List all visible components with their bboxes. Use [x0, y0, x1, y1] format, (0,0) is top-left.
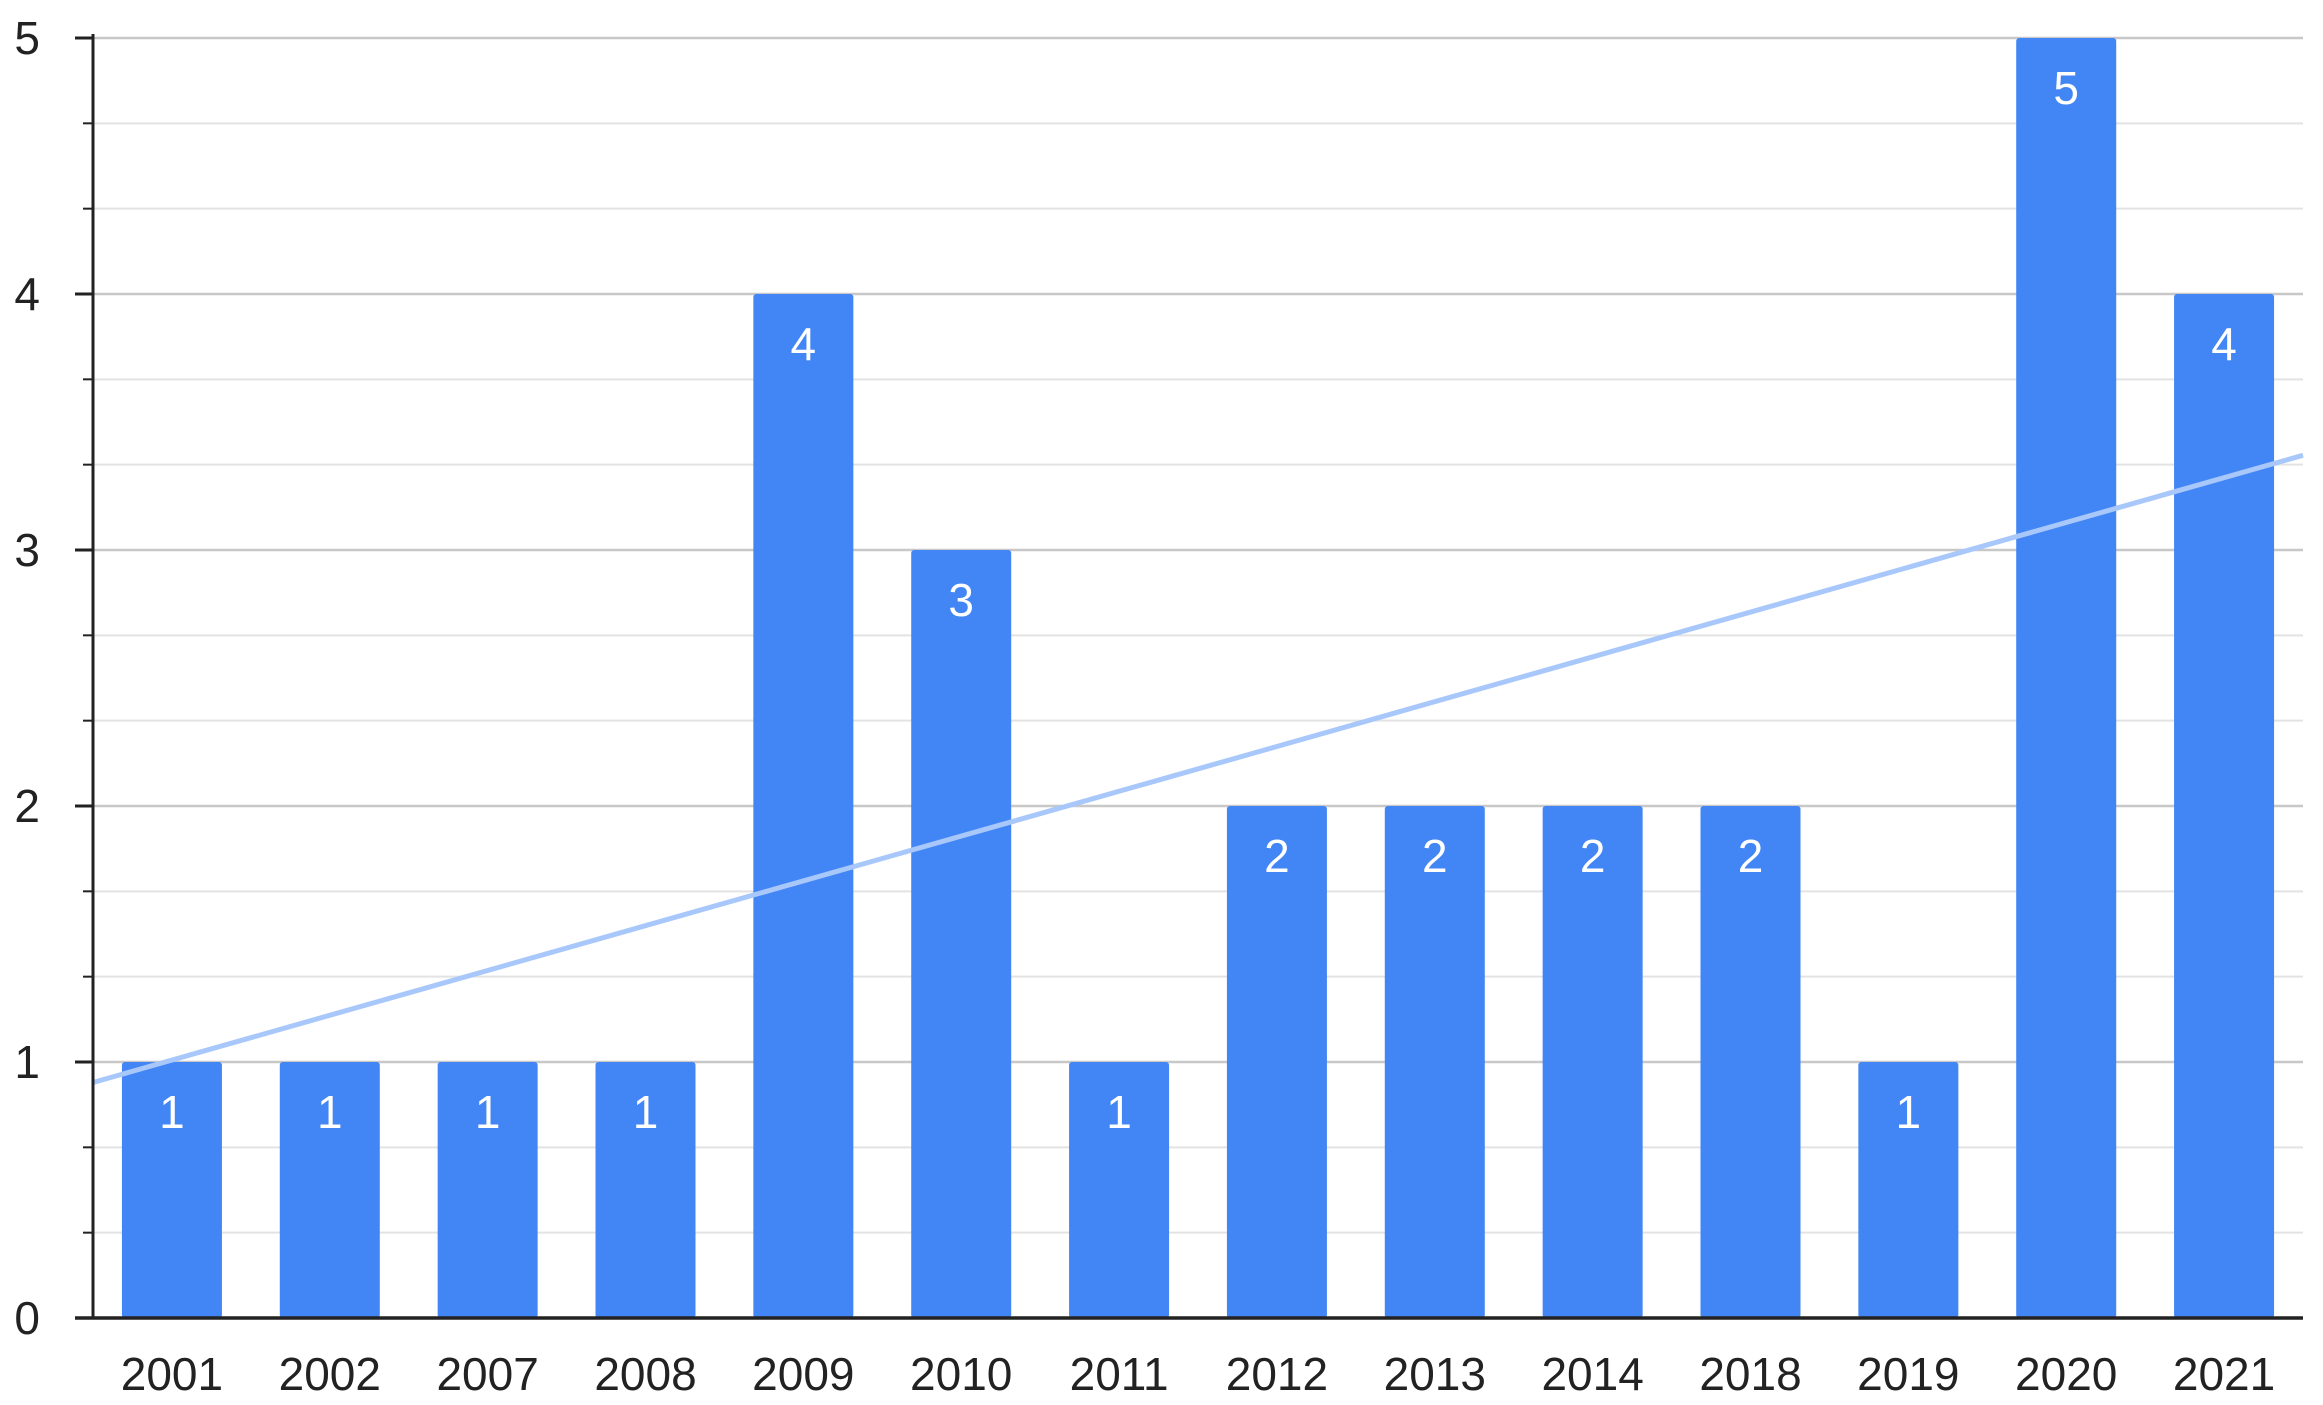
- data-label-2020: 5: [2053, 62, 2079, 114]
- bar-2012: [1226, 806, 1327, 1318]
- x-tick-label-2001: 2001: [121, 1348, 223, 1400]
- data-label-2014: 2: [1580, 830, 1606, 882]
- data-label-2010: 3: [948, 574, 974, 626]
- trendline-layer: [92, 452, 2304, 1085]
- x-tick-label-2008: 2008: [594, 1348, 696, 1400]
- bar-2002: [279, 1062, 380, 1318]
- y-tick-label: 1: [14, 1036, 40, 1088]
- x-tick-label-2013: 2013: [1384, 1348, 1486, 1400]
- bar-2009: [753, 294, 854, 1318]
- x-tick-label-2012: 2012: [1226, 1348, 1328, 1400]
- bar-2014: [1542, 806, 1643, 1318]
- y-tick-label: 5: [14, 12, 40, 64]
- x-tick-label-2018: 2018: [1699, 1348, 1801, 1400]
- bar-2019: [1858, 1062, 1959, 1318]
- x-tick-label-2010: 2010: [910, 1348, 1012, 1400]
- data-label-2018: 2: [1738, 830, 1764, 882]
- x-tick-label-2020: 2020: [2015, 1348, 2117, 1400]
- grid-lines: [93, 36, 2303, 1234]
- data-label-2007: 1: [475, 1086, 501, 1138]
- bar-2007: [437, 1062, 538, 1318]
- bar-2018: [1700, 806, 1801, 1318]
- y-tick-label: 0: [14, 1292, 40, 1344]
- data-label-2001: 1: [159, 1086, 185, 1138]
- data-label-2019: 1: [1896, 1086, 1922, 1138]
- bar-2011: [1069, 1062, 1170, 1318]
- trendline: [92, 452, 2304, 1085]
- x-tick-label-2009: 2009: [752, 1348, 854, 1400]
- data-label-2011: 1: [1106, 1086, 1132, 1138]
- data-label-2012: 2: [1264, 830, 1290, 882]
- bar-2010: [911, 550, 1012, 1318]
- y-tick-label: 2: [14, 780, 40, 832]
- y-tick-label: 4: [14, 268, 40, 320]
- bar-2021: [2174, 294, 2275, 1318]
- y-tick-label: 3: [14, 524, 40, 576]
- bar-2020: [2016, 38, 2117, 1318]
- x-tick-label-2021: 2021: [2173, 1348, 2275, 1400]
- bar-2013: [1384, 806, 1485, 1318]
- x-tick-label-2019: 2019: [1857, 1348, 1959, 1400]
- bars: [121, 38, 2275, 1318]
- x-tick-label-2002: 2002: [279, 1348, 381, 1400]
- data-labels: 1 1 1 1 4 3 1 2 2 2 2 1 5 4: [159, 62, 2237, 1138]
- data-label-2002: 1: [317, 1086, 343, 1138]
- axes: [75, 34, 2303, 1320]
- bar-2001: [121, 1062, 222, 1318]
- data-label-2013: 2: [1422, 830, 1448, 882]
- x-tick-label-2011: 2011: [1070, 1348, 1169, 1400]
- data-label-2021: 4: [2211, 318, 2237, 370]
- x-tick-label-2014: 2014: [1541, 1348, 1643, 1400]
- x-tick-label-2007: 2007: [436, 1348, 538, 1400]
- data-label-2009: 4: [791, 318, 817, 370]
- bar-2008: [595, 1062, 696, 1318]
- tick-labels: 0 1 2 3 4 5 2001 2002 2007 2008 2009 2010 2011 2012 20…: [14, 12, 2275, 1400]
- data-label-2008: 1: [633, 1086, 659, 1138]
